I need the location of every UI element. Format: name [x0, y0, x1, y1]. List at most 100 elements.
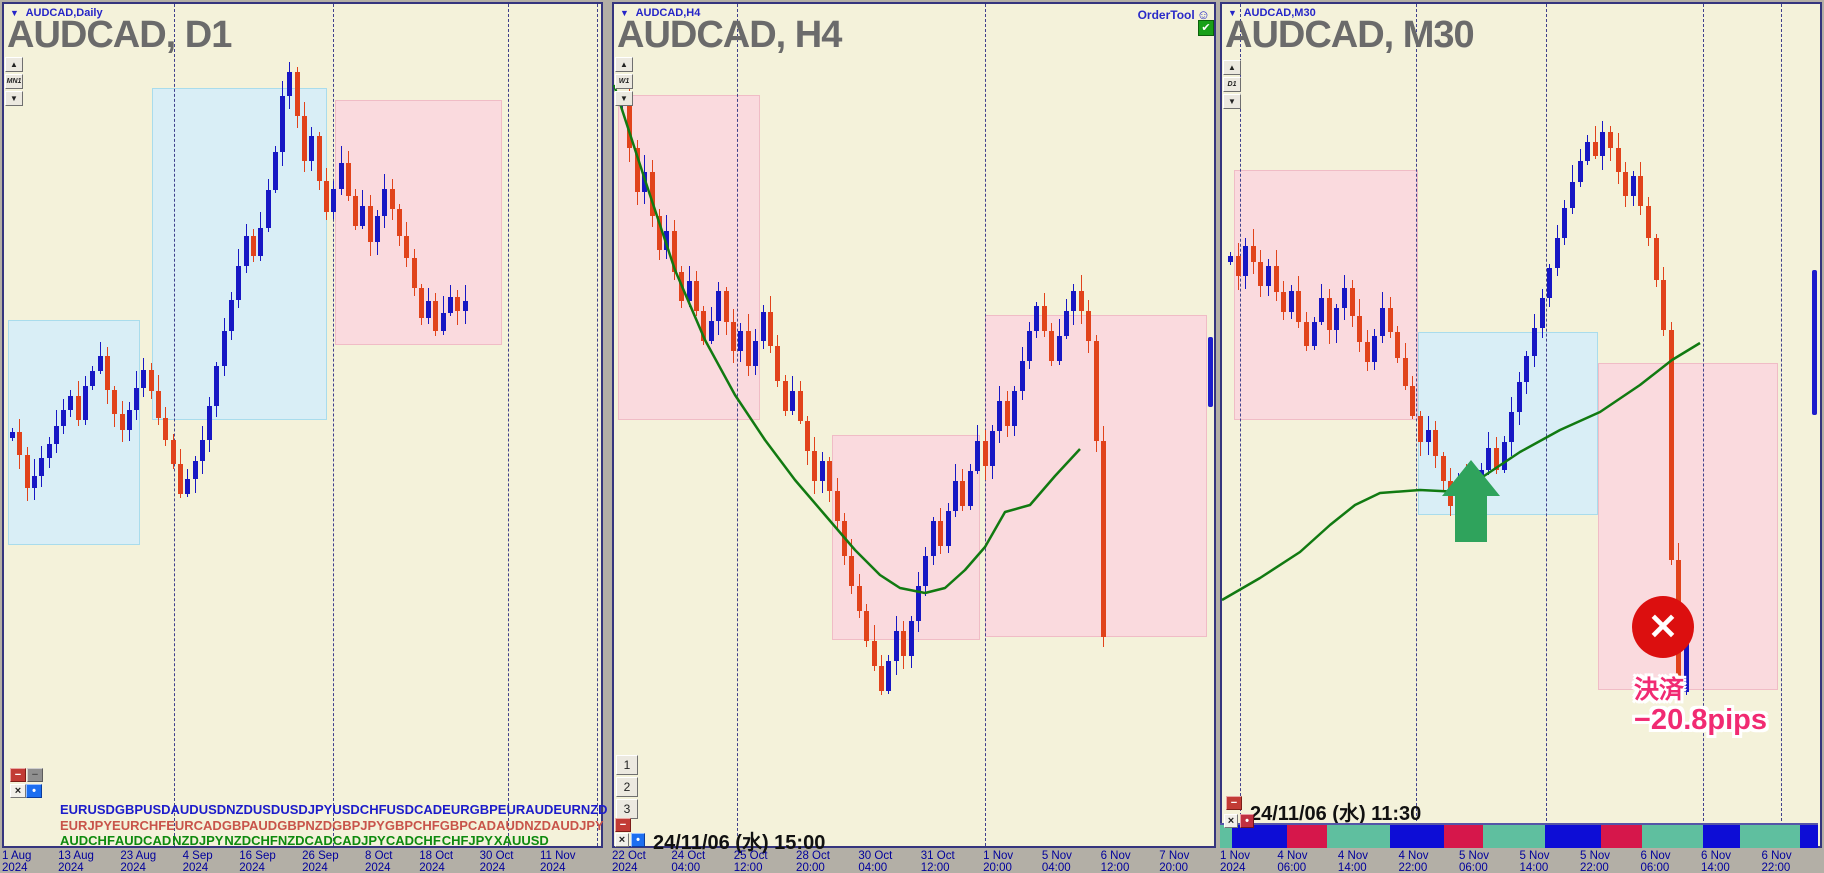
time-axis-h4: 22 Oct 2024 24 Oct 04:00 25 Oct 12:00 28 Oc… — [612, 850, 1218, 873]
minimize-button[interactable]: − — [615, 818, 631, 832]
symbol-link-eurnzd[interactable]: EURNZD — [553, 802, 608, 817]
session-segment-red — [1444, 825, 1483, 848]
symbol-link-nzdusd[interactable]: NZDUSD — [226, 802, 281, 817]
symbol-link-eurcad[interactable]: EURCAD — [166, 817, 222, 833]
symbol-link-audchf[interactable]: AUDCHF — [60, 833, 115, 848]
ordertool-buy-button[interactable]: ✔ — [1198, 20, 1214, 36]
session-segment-red — [1287, 825, 1327, 848]
minimize-button[interactable]: − — [1226, 796, 1242, 810]
symbol-link-eurjpy[interactable]: EURJPY — [60, 817, 113, 833]
minimize-button[interactable]: − — [10, 768, 26, 782]
timeframe-down-button[interactable]: ▼ — [5, 91, 23, 106]
timeframe-up-button[interactable]: ▲ — [5, 57, 23, 72]
symbol-link-gbpaud[interactable]: GBPAUD — [221, 817, 278, 833]
symbol-link-eurgbp[interactable]: EURGBP — [442, 802, 498, 817]
symbol-link-nzdchf[interactable]: NZDCHF — [224, 833, 278, 848]
symbol-link-usdjpy[interactable]: USDJPY — [280, 802, 333, 817]
symbol-link-usdcad[interactable]: USDCAD — [386, 802, 443, 817]
axis-tick-label: 25 Oct 12:00 — [733, 850, 768, 873]
smiley-icon: ☺ — [1196, 7, 1210, 22]
axis-tick-label: 28 Oct 20:00 — [796, 850, 830, 873]
chart-tab-m30[interactable]: ▼ AUDCAD,M30 — [1228, 7, 1316, 19]
timeframe-label-button[interactable]: MN1 — [5, 74, 23, 89]
time-axis-m30: 1 Nov 2024 4 Nov 06:00 4 Nov 14:00 4 Nov 22… — [1220, 850, 1822, 873]
symbol-link-gbpjpy[interactable]: GBPJPY — [332, 817, 385, 833]
symbol-link-gbpnzd[interactable]: GBPNZD — [277, 817, 333, 833]
timeframe-up-button[interactable]: ▲ — [615, 57, 633, 72]
symbol-link-gbpchf[interactable]: GBPCHF — [384, 817, 440, 833]
axis-tick-label: 4 Nov 06:00 — [1277, 850, 1308, 873]
close-button[interactable]: × — [10, 784, 26, 798]
chart-tab-daily[interactable]: ▼ AUDCAD,Daily — [10, 7, 103, 19]
chart-menu-arrow-icon[interactable]: ▼ — [10, 8, 19, 18]
symbol-link-cadchf[interactable]: CADCHF — [385, 833, 441, 848]
timeframe-navstack-m30: ▲ D1 ▼ — [1223, 60, 1241, 111]
axis-tick-label: 4 Sep 2024 — [182, 850, 213, 873]
axis-tick-label: 6 Nov 22:00 — [1761, 850, 1792, 873]
zoom-preset-button-1[interactable]: 1 — [616, 755, 638, 775]
symbol-link-audnzd[interactable]: AUDNZD — [496, 817, 551, 833]
chart-title-d1: AUDCAD, D1 — [7, 14, 232, 56]
symbol-link-xauusd[interactable]: XAUUSD — [493, 833, 549, 848]
symbol-link-eurusd[interactable]: EURUSD — [60, 802, 115, 817]
timeframe-label-button[interactable]: W1 — [615, 74, 633, 89]
axis-tick-label: 24 Oct 04:00 — [671, 850, 706, 873]
session-segment-blue — [1703, 825, 1740, 848]
ordertool-label[interactable]: OrderTool — [1137, 8, 1195, 22]
crosshair-timestamp: 24/11/06 (水) 11:30 — [1250, 803, 1422, 825]
session-segment-blue — [1390, 825, 1444, 848]
chart-tab-label: AUDCAD,H4 — [635, 7, 701, 19]
axis-tick-label: 1 Nov 2024 — [1220, 850, 1251, 873]
session-segment-red — [1601, 825, 1642, 848]
symbol-row-majors: EURUSD GBPUSD AUDUSD NZDUSD USDJPY USDCHF USDC… — [60, 802, 608, 818]
symbol-link-audcad[interactable]: AUDCAD — [114, 833, 172, 848]
symbol-link-eurchf[interactable]: EURCHF — [112, 817, 167, 833]
symbol-link-nzdjpy[interactable]: NZDJPY — [172, 833, 224, 848]
chart-title-h4: AUDCAD, H4 — [617, 14, 842, 56]
exit-signal-x-icon: ✕ — [1632, 596, 1694, 658]
session-segment-blue — [1800, 825, 1818, 848]
minimize-secondary-button[interactable]: − — [27, 768, 43, 782]
session-segment-teal — [1483, 825, 1545, 848]
session-color-bar — [1220, 823, 1818, 848]
timeframe-up-button[interactable]: ▲ — [1223, 60, 1241, 75]
time-axis-daily: 1 Aug 2024 13 Aug 2024 23 Aug 2024 4 Sep 20… — [2, 850, 602, 873]
symbol-link-cadjpy[interactable]: CADJPY — [332, 833, 386, 848]
axis-tick-label: 31 Oct 12:00 — [920, 850, 955, 873]
axis-tick-label: 5 Nov 04:00 — [1041, 850, 1072, 873]
dot-indicator-button[interactable]: • — [26, 784, 42, 798]
dot-indicator-button[interactable]: • — [631, 833, 645, 847]
symbol-link-usdchf[interactable]: USDCHF — [332, 802, 387, 817]
axis-tick-label: 5 Nov 22:00 — [1579, 850, 1611, 873]
dot-indicator-button[interactable]: • — [1240, 814, 1254, 828]
timeframe-label-button[interactable]: D1 — [1223, 77, 1241, 92]
symbol-link-audusd[interactable]: AUDUSD — [170, 802, 227, 817]
chart-menu-arrow-icon[interactable]: ▼ — [620, 8, 629, 18]
close-button[interactable]: × — [615, 833, 629, 847]
session-segment-teal — [1220, 825, 1232, 848]
timeframe-navstack-h4: ▲ W1 ▼ — [615, 57, 633, 108]
zoom-preset-button-2[interactable]: 2 — [616, 777, 638, 797]
timeframe-down-button[interactable]: ▼ — [1223, 94, 1241, 109]
exit-label-line2: −20.8pips — [1634, 704, 1767, 736]
session-segment-blue — [1232, 825, 1287, 848]
axis-tick-label: 16 Sep 2024 — [239, 850, 276, 873]
chart-tab-h4[interactable]: ▼ AUDCAD,H4 — [620, 7, 700, 19]
axis-tick-label: 6 Nov 14:00 — [1701, 850, 1732, 873]
symbol-link-euraud[interactable]: EURAUD — [497, 802, 554, 817]
axis-tick-label: 1 Aug 2024 — [2, 850, 32, 873]
symbol-link-audjpy[interactable]: AUDJPY — [550, 817, 604, 833]
symbol-link-nzdcad[interactable]: NZDCAD — [277, 833, 333, 848]
chart-menu-arrow-icon[interactable]: ▼ — [1228, 8, 1237, 18]
symbol-link-gbpcad[interactable]: GBPCAD — [439, 817, 497, 833]
ordertool-widget: OrderTool ☺ — [1138, 6, 1210, 24]
session-segment-teal — [1642, 825, 1703, 848]
symbol-link-chfjpy[interactable]: CHFJPY — [441, 833, 493, 848]
timeframe-down-button[interactable]: ▼ — [615, 91, 633, 106]
axis-tick-label: 6 Nov 12:00 — [1100, 850, 1131, 873]
close-button[interactable]: × — [1224, 814, 1238, 828]
session-segment-blue — [1545, 825, 1601, 848]
symbol-link-gbpusd[interactable]: GBPUSD — [114, 802, 171, 817]
zoom-preset-button-3[interactable]: 3 — [616, 799, 638, 819]
timeframe-navstack-d1: ▲ MN1 ▼ — [5, 57, 23, 108]
